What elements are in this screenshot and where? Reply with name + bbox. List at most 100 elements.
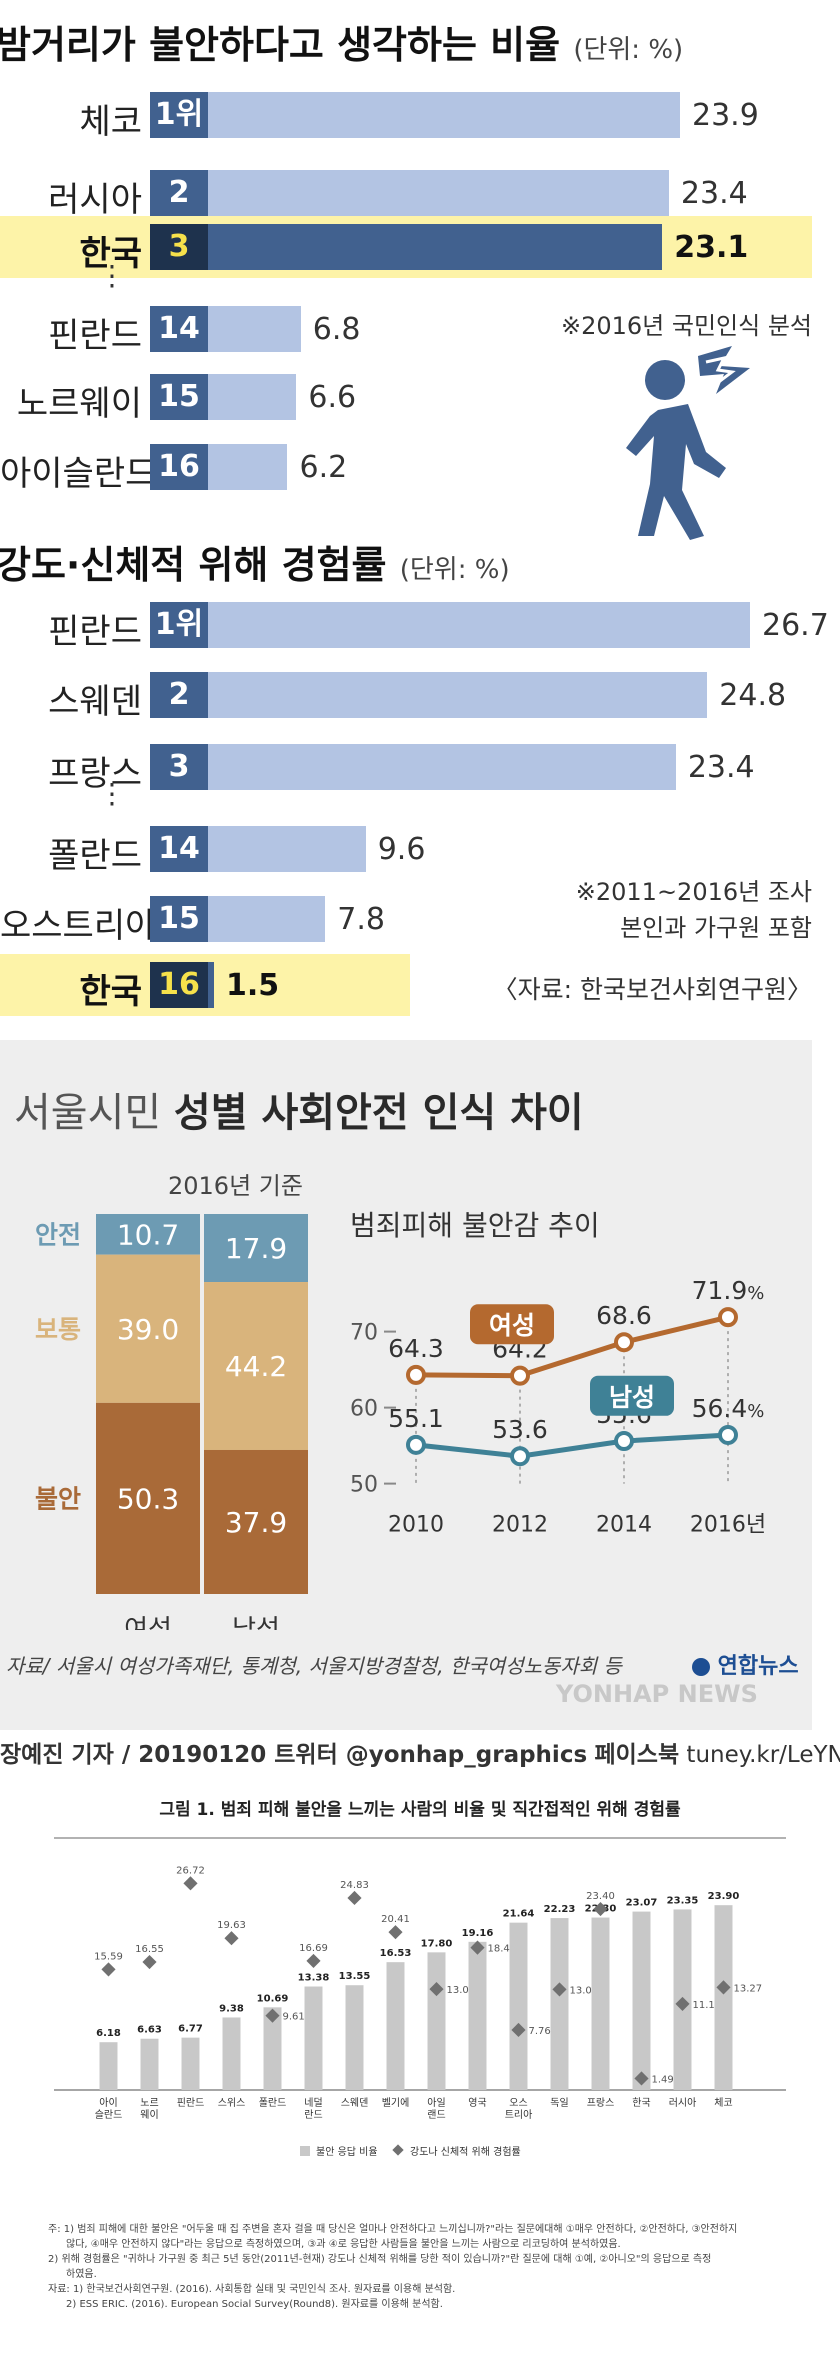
footnote-line: 자료: 1) 한국보건사회연구원. (2016). 사회통합 실태 및 국민인식… — [48, 2284, 456, 2295]
chart2-source: 〈자료: 한국보건사회연구원〉 — [492, 975, 812, 1004]
anxiety-bar-label: 10.69 — [257, 1993, 289, 2004]
harm-diamond — [101, 1962, 116, 1977]
category-label-line: 네덜 — [304, 2097, 322, 2109]
rank-badge: 16 — [150, 962, 208, 1008]
series-point — [406, 1434, 426, 1455]
anxiety-bar-label: 17.80 — [421, 1938, 453, 1949]
point-label: 56.4% — [692, 1394, 765, 1423]
anxiety-bar-label: 13.38 — [298, 1973, 330, 1984]
y-tick-label: 70 — [350, 1321, 378, 1346]
country-label: 노르웨이 — [16, 384, 142, 424]
anxiety-bar — [714, 1905, 733, 2090]
country-label: 폴란드 — [48, 836, 142, 876]
stack-category-label: 남성 — [232, 1615, 280, 1630]
stack-segment — [204, 1282, 308, 1450]
harm-diamond — [388, 1925, 403, 1940]
harm-diamond-label: 9.61 — [283, 2012, 305, 2023]
figure-category-label: 프랑스 — [587, 2097, 615, 2109]
value-bar — [150, 170, 669, 216]
value-label: 23.1 — [674, 230, 749, 265]
category-label-line: 아일 — [427, 2097, 445, 2109]
stack-category-label: 여성 — [124, 1615, 172, 1630]
x-tick-label: 2012 — [492, 1513, 548, 1538]
country-label: 한국 — [79, 234, 142, 274]
harm-diamond-label: 23.40 — [586, 1891, 615, 1902]
yonhap-watermark: YONHAP NEWS — [556, 1680, 758, 1708]
value-bar — [150, 744, 676, 790]
figure-category-label: 벨기에 — [382, 2097, 410, 2109]
series-point — [614, 1431, 634, 1452]
anxiety-bar-label: 9.38 — [219, 2003, 244, 2014]
harm-diamond-label: 16.69 — [299, 1943, 328, 1954]
segment-value: 39.0 — [117, 1313, 179, 1346]
series-point — [510, 1365, 530, 1386]
harm-diamond-label: 13.01 — [570, 1985, 599, 1996]
figure-category-label: 체코 — [714, 2097, 732, 2109]
value-label: 7.8 — [337, 902, 385, 937]
harm-diamond-label: 13.27 — [734, 1983, 763, 1994]
legend-diamond-swatch — [392, 2144, 404, 2156]
y-tick-label: 50 — [350, 1473, 378, 1498]
footnote-line: 주: 1) 범죄 피해에 대한 불안은 "어두울 때 집 주변을 혼자 걸을 때… — [48, 2224, 738, 2235]
harm-diamond-label: 1.49 — [652, 2074, 674, 2085]
harm-diamond — [306, 1953, 321, 1969]
harm-diamond-label: 11.13 — [693, 2000, 722, 2011]
figure-category-label: 아이 슬란드 — [95, 2097, 123, 2121]
category-label-line: 한국 — [632, 2097, 650, 2109]
harm-diamond — [183, 1876, 198, 1891]
figure-category-label: 노르 웨이 — [140, 2097, 158, 2121]
anxiety-bar — [181, 2037, 200, 2090]
point-label: 71.9% — [692, 1276, 765, 1305]
value-bar — [150, 672, 708, 718]
figure-category-label: 한국 — [632, 2097, 650, 2109]
stack-segment — [96, 1402, 200, 1594]
chart1-note: ※2016년 국민인식 분석 — [560, 312, 812, 340]
value-label: 24.8 — [719, 678, 787, 713]
series-name: 여성 — [489, 1311, 535, 1340]
credit-link[interactable]: tuney.kr/LeYN1 — [686, 1742, 840, 1768]
figure1-chart: (단위: %) 6.18 15.59 아이슬란드 6.63 16.55 노르웨이 6.77 26… — [54, 1828, 786, 2158]
harm-diamond-label: 24.83 — [340, 1880, 369, 1891]
seoul-title: 서울시민 성별 사회안전 인식 차이 — [14, 1080, 584, 1138]
stack-segment — [204, 1214, 308, 1283]
point-label: 53.6 — [492, 1415, 548, 1444]
trend-title: 범죄피해 불안감 추이 — [350, 1209, 600, 1242]
seoul-subtitle: 2016년 기준 — [168, 1172, 303, 1200]
value-label: 6.6 — [308, 380, 357, 415]
value-label: 23.4 — [680, 176, 748, 211]
stack-segment — [96, 1214, 200, 1255]
value-label: 6.2 — [299, 450, 348, 485]
rank-badge: 3 — [150, 224, 208, 270]
anxious-person-icon — [626, 346, 750, 540]
category-label-line: 웨이 — [140, 2109, 158, 2121]
series-point — [406, 1364, 426, 1385]
rank-badge: 2 — [150, 170, 208, 216]
point-label: 68.6 — [596, 1301, 652, 1330]
figure-category-label: 아일 랜드 — [427, 2097, 445, 2121]
anxiety-bar-label: 21.64 — [503, 1909, 535, 1920]
figure-category-label: 스위스 — [218, 2096, 246, 2109]
value-label: 23.4 — [687, 750, 755, 785]
figure-category-label: 스웨덴 — [341, 2097, 369, 2109]
rank-badge: 14 — [150, 826, 208, 872]
x-tick-label: 2016년 — [690, 1513, 766, 1538]
category-label-line: 아이 — [99, 2097, 117, 2109]
series-point — [510, 1446, 530, 1467]
series-point — [718, 1307, 738, 1328]
chart2-note-line: ※2011~2016년 조사 — [575, 878, 812, 906]
chart1-title: 밤거리가 불안하다고 생각하는 비율 (단위: %) — [0, 14, 683, 69]
yonhap-logo-icon — [692, 1658, 710, 1676]
category-label-line: 트리아 — [505, 2109, 533, 2121]
figure-category-label: 러시아 — [669, 2097, 697, 2109]
stack-segment — [96, 1254, 200, 1403]
category-label-line: 슬란드 — [95, 2109, 123, 2121]
rank-badge: 2 — [150, 672, 208, 718]
category-label-line: 란드 — [304, 2109, 322, 2121]
country-label: 아이슬란드 — [0, 454, 157, 494]
anxiety-bar-label: 19.16 — [462, 1928, 494, 1939]
rank-badge: 14 — [150, 306, 208, 352]
value-label: 26.7 — [762, 608, 829, 643]
country-label: 핀란드 — [48, 612, 142, 652]
country-label: 핀란드 — [48, 316, 142, 356]
